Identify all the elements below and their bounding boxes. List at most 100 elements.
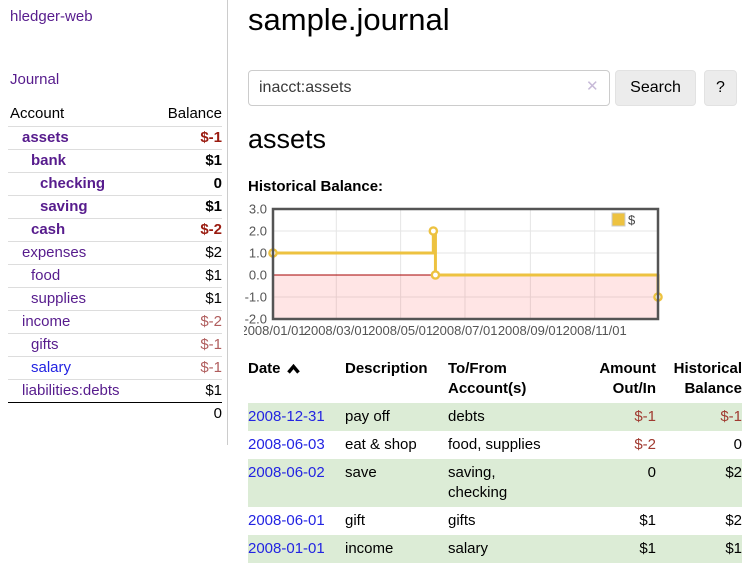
transaction-description: gift bbox=[345, 512, 366, 529]
account-balance: $1 bbox=[150, 379, 222, 403]
search-button[interactable]: Search bbox=[615, 70, 696, 106]
chart-canvas: 3.0 2.0 1.0 0.0 -1.0 -2.02008/01/012008/03/01… bbox=[240, 202, 663, 338]
sidebar: hledger-web Journal Account Balance asse… bbox=[0, 0, 228, 445]
account-link[interactable]: cash bbox=[31, 221, 66, 238]
transaction-description: save bbox=[345, 464, 377, 481]
account-balance: $-2 bbox=[150, 310, 222, 334]
register-header-date[interactable]: Date bbox=[248, 357, 345, 403]
accounts-header-row: Account Balance bbox=[8, 102, 222, 127]
register-header-balance: Historical Balance bbox=[673, 360, 742, 397]
svg-text:3.0: 3.0 bbox=[249, 202, 267, 217]
register-row: 2008-12-31 pay off debts $-1 $-1 bbox=[248, 403, 742, 431]
transaction-description: pay off bbox=[345, 408, 390, 425]
account-balance: $1 bbox=[150, 264, 222, 288]
transaction-date-link[interactable]: 2008-12-31 bbox=[248, 408, 325, 425]
account-link[interactable]: supplies bbox=[31, 290, 87, 307]
transaction-balance: $2 bbox=[725, 512, 742, 529]
account-row: cash $-2 bbox=[8, 218, 222, 242]
account-balance: $-2 bbox=[150, 218, 222, 242]
app-brand-link[interactable]: hledger-web bbox=[10, 8, 93, 25]
account-balance: 0 bbox=[150, 172, 222, 196]
account-link[interactable]: liabilities:debts bbox=[22, 382, 120, 399]
svg-text:2008/05/01: 2008/05/01 bbox=[368, 323, 433, 338]
account-row: liabilities:debts $1 bbox=[8, 379, 222, 403]
chart-legend-label: $ bbox=[628, 213, 636, 228]
sidebar-item-journal[interactable]: Journal bbox=[10, 71, 60, 88]
accounts-total-spacer bbox=[8, 402, 151, 425]
register-row: 2008-06-01 gift gifts $1 $2 bbox=[248, 507, 742, 535]
account-link[interactable]: food bbox=[31, 267, 61, 284]
account-row: supplies $1 bbox=[8, 287, 222, 311]
svg-text:2008/07/01: 2008/07/01 bbox=[432, 323, 497, 338]
register-table: Date Description To/From Account(s) Amou… bbox=[248, 357, 742, 563]
account-link[interactable]: gifts bbox=[31, 336, 59, 353]
svg-text:2008/03/01: 2008/03/01 bbox=[304, 323, 369, 338]
svg-text:0.0: 0.0 bbox=[249, 268, 267, 283]
accounts-header-balance: Balance bbox=[167, 105, 222, 122]
chart-label: Historical Balance: bbox=[248, 178, 384, 195]
account-balance: $-1 bbox=[150, 126, 222, 150]
clear-search-icon[interactable]: ✕ bbox=[586, 78, 599, 95]
account-balance: $1 bbox=[150, 287, 222, 311]
transaction-amount: $1 bbox=[639, 540, 656, 557]
account-balance: $-1 bbox=[150, 356, 222, 380]
transaction-description: eat & shop bbox=[345, 436, 417, 453]
accounts-total-row: 0 bbox=[8, 402, 222, 425]
transaction-amount: $-2 bbox=[634, 436, 656, 453]
account-balance: $1 bbox=[150, 149, 222, 173]
accounts-table: Account Balance assets $-1 bank $1 checking 0… bbox=[8, 102, 222, 425]
transaction-accounts: saving, checking bbox=[448, 464, 508, 501]
account-row: bank $1 bbox=[8, 149, 222, 173]
transaction-date-link[interactable]: 2008-06-01 bbox=[248, 512, 325, 529]
account-link[interactable]: salary bbox=[31, 359, 72, 376]
svg-text:2008/01/01: 2008/01/01 bbox=[244, 323, 306, 338]
svg-text:2008/09/01: 2008/09/01 bbox=[498, 323, 563, 338]
account-title: assets bbox=[248, 124, 327, 154]
transaction-date-link[interactable]: 2008-06-03 bbox=[248, 436, 325, 453]
sort-ascending-icon bbox=[286, 360, 300, 380]
account-row: checking 0 bbox=[8, 172, 222, 196]
register-row: 2008-01-01 income salary $1 $1 bbox=[248, 535, 742, 563]
transaction-accounts: gifts bbox=[448, 512, 476, 529]
transaction-accounts: food, supplies bbox=[448, 436, 541, 453]
transaction-balance: 0 bbox=[733, 436, 742, 453]
transaction-amount: 0 bbox=[647, 464, 656, 481]
transaction-accounts: salary bbox=[448, 540, 489, 557]
svg-text:1.0: 1.0 bbox=[249, 246, 267, 261]
account-link[interactable]: bank bbox=[31, 152, 67, 169]
account-row: gifts $-1 bbox=[8, 333, 222, 357]
transaction-date-link[interactable]: 2008-06-02 bbox=[248, 464, 325, 481]
register-header-row: Date Description To/From Account(s) Amou… bbox=[248, 357, 742, 403]
register-header-description: Description bbox=[345, 360, 428, 377]
account-link[interactable]: expenses bbox=[22, 244, 87, 261]
transaction-amount: $-1 bbox=[634, 408, 656, 425]
accounts-header-account: Account bbox=[10, 105, 65, 122]
account-balance: $-1 bbox=[150, 333, 222, 357]
register-row: 2008-06-03 eat & shop food, supplies $-2 0 bbox=[248, 431, 742, 459]
svg-text:2008/11/01: 2008/11/01 bbox=[563, 323, 627, 338]
transaction-date-link[interactable]: 2008-01-01 bbox=[248, 540, 325, 557]
transaction-balance: $-1 bbox=[720, 408, 742, 425]
transaction-amount: $1 bbox=[639, 512, 656, 529]
account-link[interactable]: saving bbox=[40, 198, 88, 215]
transaction-balance: $2 bbox=[725, 464, 742, 481]
accounts-total-value: 0 bbox=[150, 402, 222, 425]
account-row: assets $-1 bbox=[8, 126, 222, 150]
svg-text:2.0: 2.0 bbox=[249, 224, 267, 239]
transaction-accounts: debts bbox=[448, 408, 485, 425]
svg-text:-2.0: -2.0 bbox=[245, 312, 267, 327]
account-balance: $1 bbox=[150, 195, 222, 219]
account-balance: $2 bbox=[150, 241, 222, 265]
account-row: income $-2 bbox=[8, 310, 222, 334]
account-row: salary $-1 bbox=[8, 356, 222, 380]
account-link[interactable]: checking bbox=[40, 175, 106, 192]
account-link[interactable]: income bbox=[22, 313, 71, 330]
search-input[interactable] bbox=[248, 70, 610, 106]
page-title: sample.journal bbox=[248, 2, 450, 37]
account-link[interactable]: assets bbox=[22, 129, 69, 146]
register-row: 2008-06-02 save saving, checking 0 $2 bbox=[248, 459, 742, 507]
help-button[interactable]: ? bbox=[704, 70, 737, 106]
historical-balance-chart: 3.0 2.0 1.0 0.0 -1.0 -2.0 2008/01/01 2008/03/01… bbox=[240, 202, 668, 350]
register-header-accounts: To/From Account(s) bbox=[448, 360, 527, 397]
